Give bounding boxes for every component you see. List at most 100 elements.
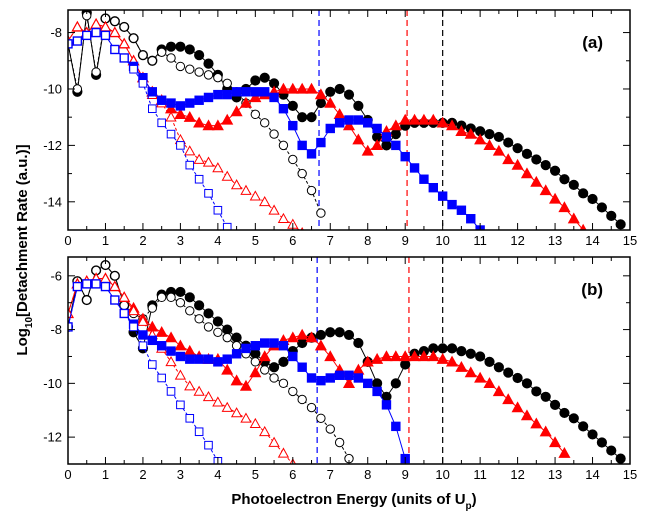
- data-point: [185, 160, 195, 170]
- data-point: [213, 327, 223, 337]
- data-point: [492, 385, 505, 397]
- data-point: [316, 413, 326, 423]
- data-point: [176, 400, 185, 410]
- data-point: [502, 393, 515, 405]
- data-point: [288, 154, 298, 165]
- data-point: [277, 447, 290, 458]
- data-point: [241, 87, 251, 97]
- data-point: [596, 437, 608, 448]
- data-point: [185, 306, 195, 316]
- data-point: [475, 351, 486, 362]
- data-point: [82, 279, 92, 289]
- data-point: [230, 374, 243, 386]
- data-point: [249, 366, 262, 378]
- data-point: [203, 354, 214, 364]
- x-tick-label: 5: [252, 467, 259, 482]
- series-1: [68, 260, 354, 464]
- data-point: [231, 87, 242, 97]
- data-point: [239, 379, 253, 391]
- data-point: [325, 86, 336, 97]
- y-tick-label: -8: [50, 322, 62, 337]
- y-tick-label: -14: [43, 194, 62, 209]
- data-point: [176, 141, 185, 150]
- data-point: [316, 137, 326, 148]
- data-point: [390, 129, 401, 140]
- data-point: [587, 193, 598, 205]
- data-point: [212, 396, 224, 407]
- data-point: [230, 105, 243, 117]
- data-point: [156, 95, 167, 105]
- data-point: [456, 205, 467, 215]
- data-point: [213, 89, 223, 100]
- data-point: [342, 377, 356, 389]
- x-tick-label: 1: [102, 467, 109, 482]
- data-point: [306, 149, 317, 159]
- data-point: [109, 26, 121, 37]
- data-point: [512, 143, 523, 154]
- data-point: [73, 36, 82, 46]
- panel-b: 0 1 2 3 4 5 6 7 8 9 10 11 12 13 14 15-6-8-10-12(b): [43, 256, 637, 482]
- x-tick-label: 1: [102, 233, 109, 248]
- data-point: [211, 119, 224, 131]
- data-point: [147, 303, 158, 313]
- data-point: [203, 58, 214, 69]
- data-point: [380, 350, 393, 362]
- y-tick-label: -10: [43, 81, 62, 96]
- data-point: [157, 373, 166, 383]
- data-point: [71, 21, 84, 32]
- data-point: [249, 190, 261, 201]
- data-point: [436, 116, 449, 128]
- data-point: [325, 373, 335, 383]
- x-tick-label: 15: [623, 467, 637, 482]
- data-point: [334, 83, 345, 95]
- data-point: [110, 16, 120, 26]
- data-point: [166, 346, 176, 356]
- data-point: [174, 339, 187, 351]
- data-point: [213, 357, 223, 367]
- data-point: [174, 369, 187, 380]
- data-point: [147, 56, 158, 66]
- x-tick-label: 6: [289, 467, 296, 482]
- data-point: [277, 82, 290, 94]
- data-point: [314, 339, 327, 351]
- x-tick-label: 10: [435, 467, 449, 482]
- data-point: [194, 427, 204, 437]
- data-point: [204, 189, 213, 198]
- data-point: [391, 140, 401, 151]
- data-point: [288, 386, 298, 397]
- data-point: [194, 67, 204, 77]
- data-point: [286, 331, 299, 343]
- data-point: [260, 365, 270, 375]
- data-point: [166, 53, 176, 63]
- data-point: [511, 158, 524, 170]
- data-point: [428, 182, 439, 193]
- data-point: [286, 82, 299, 94]
- y-tick-label: -10: [43, 376, 62, 391]
- data-point: [155, 326, 168, 337]
- data-point: [221, 363, 234, 375]
- plot-area: [68, 259, 626, 464]
- data-point: [503, 137, 514, 148]
- data-point: [203, 308, 214, 319]
- data-point: [222, 222, 232, 230]
- data-point: [540, 391, 551, 402]
- data-point: [549, 399, 561, 410]
- data-point: [520, 409, 534, 421]
- data-point: [390, 378, 401, 389]
- panel-label: (a): [582, 33, 603, 52]
- data-point: [129, 322, 138, 332]
- x-tick-label: 14: [585, 467, 599, 482]
- data-point: [353, 100, 364, 111]
- data-point: [166, 292, 176, 303]
- data-point: [138, 50, 148, 60]
- data-point: [361, 355, 374, 367]
- data-point: [445, 355, 459, 367]
- data-point: [372, 386, 382, 397]
- x-tick-label: 4: [214, 233, 221, 248]
- data-point: [185, 64, 195, 74]
- data-point: [296, 82, 309, 94]
- series-line: [68, 15, 322, 214]
- data-point: [288, 120, 298, 131]
- data-point: [606, 210, 617, 221]
- data-point: [343, 89, 355, 100]
